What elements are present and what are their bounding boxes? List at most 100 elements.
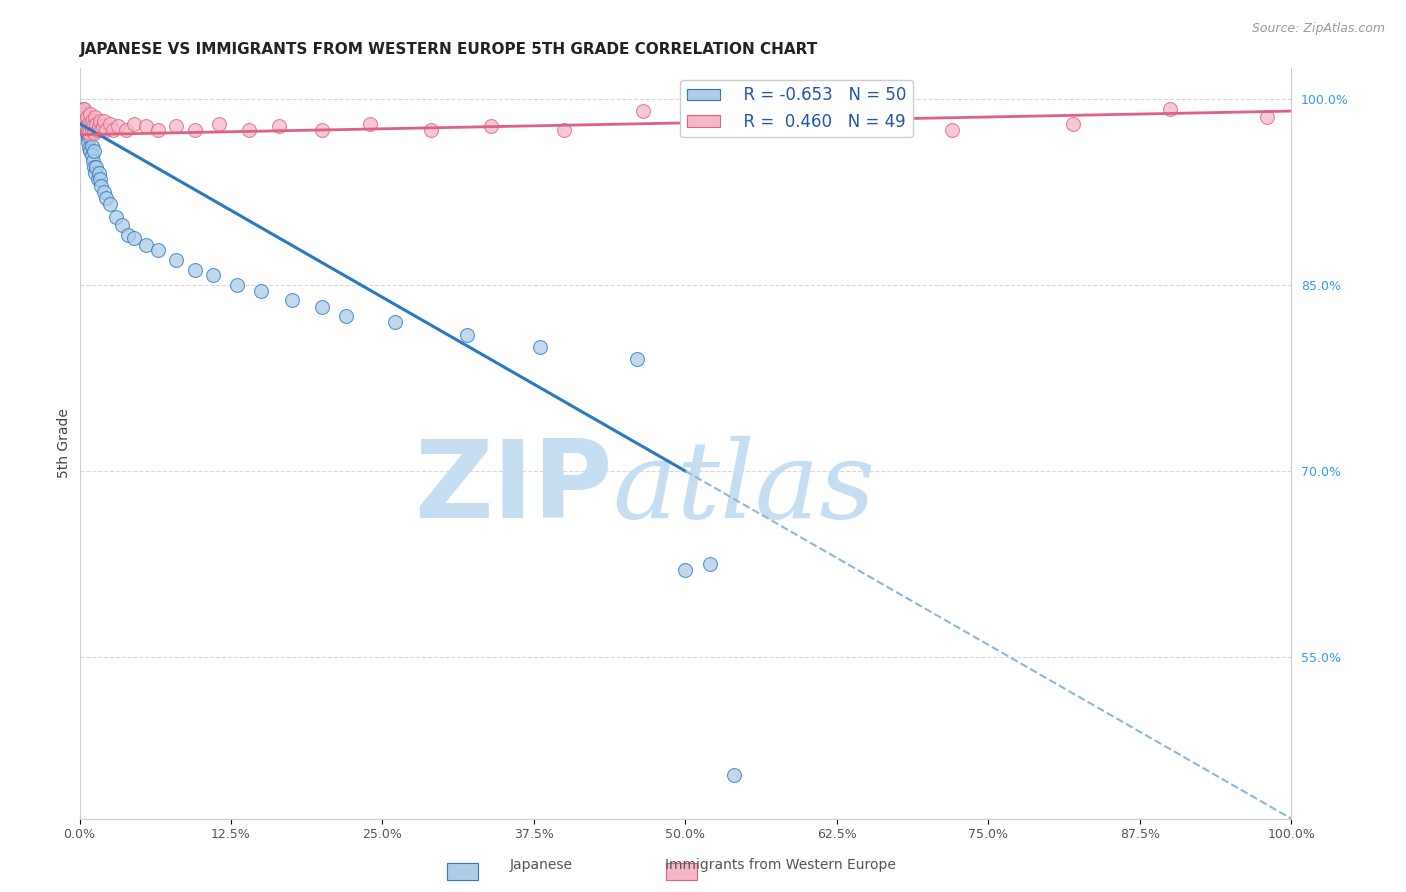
Point (941, 122, 963, 136)
Point (165, 253, 187, 268)
Point (77, 128, 100, 143)
Point (183, 122, 205, 136)
Point (1159, 102, 1181, 116)
Point (820, 119, 842, 133)
Point (111, 219, 134, 233)
Point (76, 127, 98, 141)
Point (269, 119, 291, 133)
Point (87, 119, 110, 133)
Point (456, 327, 478, 342)
Point (122, 116, 145, 130)
Point (91, 119, 114, 133)
Point (710, 122, 733, 136)
Point (77, 131, 100, 145)
Point (73, 102, 96, 116)
Text: Immigrants from Western Europe: Immigrants from Western Europe (665, 858, 896, 872)
Point (148, 122, 170, 136)
Point (96, 122, 118, 136)
Point (135, 119, 157, 133)
Point (76, 111, 98, 125)
Point (419, 122, 441, 136)
Point (226, 277, 249, 292)
Point (165, 119, 187, 133)
Point (69, 104, 91, 119)
Point (84, 111, 107, 125)
Point (82, 153, 104, 168)
Point (723, 768, 745, 782)
Point (631, 104, 654, 119)
Point (1062, 116, 1084, 130)
Point (80, 122, 103, 136)
Point (553, 122, 575, 136)
Point (79, 122, 101, 136)
Point (83, 127, 105, 141)
Y-axis label: 5th Grade: 5th Grade (58, 409, 72, 478)
Point (311, 300, 333, 314)
Point (148, 243, 170, 257)
Legend:   R = -0.653   N = 50,   R =  0.460   N = 49: R = -0.653 N = 50, R = 0.460 N = 49 (681, 79, 914, 137)
Point (69, 104, 91, 119)
Point (311, 122, 333, 136)
Point (77, 141, 100, 155)
Point (72, 102, 94, 116)
Point (77, 122, 100, 136)
Point (89, 172, 111, 186)
Point (79, 106, 101, 120)
Point (96, 191, 118, 205)
Point (238, 122, 260, 136)
Point (90, 122, 112, 136)
Point (114, 122, 136, 136)
Point (107, 119, 129, 133)
Point (83, 144, 105, 158)
Point (75, 119, 97, 133)
Point (481, 119, 503, 133)
Point (208, 116, 231, 130)
Point (529, 340, 551, 354)
Point (75, 119, 97, 133)
Text: Japanese: Japanese (510, 858, 572, 872)
Point (104, 210, 127, 224)
Point (77, 127, 100, 141)
Point (250, 284, 273, 298)
Point (93, 114, 115, 128)
Point (87, 166, 110, 180)
Point (86, 116, 108, 130)
Point (83, 160, 105, 174)
Point (359, 116, 381, 130)
Point (280, 293, 302, 307)
Point (183, 263, 205, 277)
Point (90, 178, 112, 193)
Point (673, 563, 696, 577)
Point (73, 114, 96, 128)
Point (76, 116, 98, 130)
Point (72, 111, 94, 125)
Point (84, 166, 107, 180)
Point (80, 114, 103, 128)
Point (73, 106, 96, 120)
Point (77, 119, 100, 133)
Point (135, 238, 157, 252)
Point (86, 122, 108, 136)
Point (1256, 111, 1278, 125)
Point (80, 139, 103, 153)
Point (75, 114, 97, 128)
Point (626, 352, 648, 367)
Point (201, 268, 224, 282)
Point (77, 116, 100, 130)
Point (79, 144, 101, 158)
Point (80, 147, 103, 161)
Point (98, 116, 121, 130)
Point (70, 106, 93, 120)
Point (93, 185, 115, 199)
Text: Source: ZipAtlas.com: Source: ZipAtlas.com (1251, 22, 1385, 36)
Point (335, 309, 357, 323)
Point (86, 160, 108, 174)
Point (384, 315, 406, 329)
Text: ZIP: ZIP (415, 435, 613, 541)
Point (103, 122, 125, 136)
Point (75, 122, 97, 136)
Text: atlas: atlas (613, 435, 876, 541)
Point (86, 172, 108, 186)
Point (82, 119, 104, 133)
Point (77, 135, 100, 149)
